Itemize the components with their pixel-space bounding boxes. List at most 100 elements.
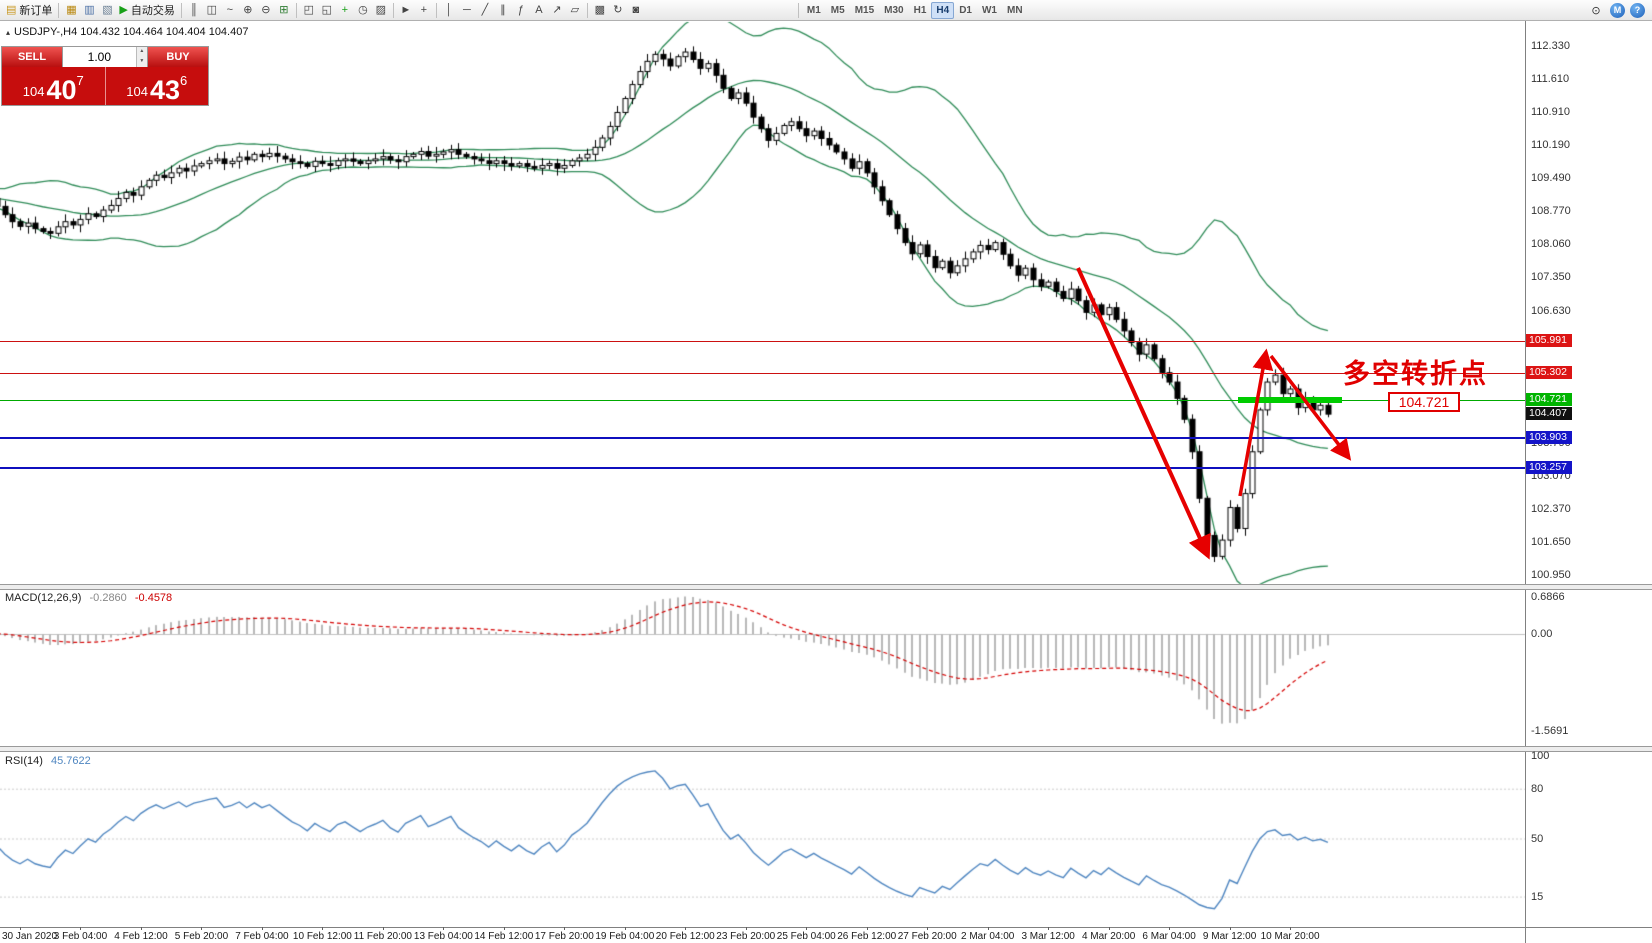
indicators-add-button[interactable]: + [336,1,354,19]
buy-price[interactable]: 104 43 6 [104,67,209,105]
price-axis[interactable] [1525,21,1652,943]
price-level-badge: 104.721 [1526,392,1572,406]
price-axis-tick: 109.490 [1531,172,1571,184]
horizontal-level-line[interactable] [0,399,1525,401]
period-selector-button[interactable]: ◷ [354,1,372,19]
price-level-badge: 105.991 [1526,333,1572,347]
time-axis-label: 19 Feb 04:00 [595,931,655,942]
help-icon[interactable]: ? [1630,2,1645,18]
volume-up-icon[interactable]: ▲ [136,47,147,57]
cursor-button[interactable]: ► [397,1,415,19]
snapshot-icon: ◙ [632,3,640,16]
sell-price-main: 104 [22,84,45,99]
time-axis[interactable]: 30 Jan 2020 3 Feb 04:00 4 Feb 12:00 5 Feb 2… [0,927,1652,943]
fibonacci-button[interactable]: ƒ [512,1,530,19]
horizontal-level-line[interactable] [0,436,1525,439]
timeframe-m30-button[interactable]: M30 [879,2,908,19]
community-icon[interactable]: M [1610,2,1625,18]
zoom-out-button[interactable]: ⊖ [257,1,275,19]
line-chart-button[interactable]: ~ [221,1,239,19]
refresh-button[interactable]: ↻ [609,1,627,19]
navigator-icon: ▧ [102,3,113,16]
macd-axis-tick: 0.6866 [1531,591,1565,603]
level-price-tag[interactable]: 104.721 [1388,392,1460,412]
tile-windows-button[interactable]: ⊞ [275,1,293,19]
candles-chart-button[interactable]: ◫ [203,1,221,19]
timeframe-m1-button[interactable]: M1 [802,2,826,19]
rsi-axis-tick: 80 [1531,783,1544,796]
shapes-tool-icon: ▱ [570,3,580,16]
autotrade-button[interactable]: ▶ 自动交易 [116,1,177,19]
vertical-line-button[interactable]: │ [440,1,458,19]
volume-input[interactable] [63,47,136,67]
time-axis-label: 5 Feb 20:00 [174,931,229,942]
timeframe-w1-button[interactable]: W1 [977,2,1002,19]
timeframe-m5-button[interactable]: M5 [826,2,850,19]
macd-label: MACD(12,26,9) -0.2860 -0.4578 [5,592,172,604]
rsi-value: 45.7622 [50,755,91,767]
macd-axis-tick: -1.5691 [1531,725,1569,738]
time-axis-tick [1048,927,1050,930]
timeframe-mn-button[interactable]: MN [1002,2,1028,19]
objects-list-button[interactable]: ▩ [591,1,609,19]
crosshair-button[interactable]: + [415,1,433,19]
arrows-tool-button[interactable]: ↗ [548,1,566,19]
text-tool-button[interactable]: A [530,1,548,19]
time-axis-label: 10 Feb 12:00 [292,931,352,942]
rsi-axis-tick: 100 [1531,750,1550,762]
toolbar-separator [58,2,60,18]
channel-button[interactable]: ∥ [494,1,512,19]
new-order-icon: ▤ [6,3,17,16]
sell-button[interactable]: SELL [2,47,62,67]
bars-chart-button[interactable]: ║ [185,1,203,19]
volume-down-icon[interactable]: ▼ [136,57,147,67]
time-axis-tick [624,927,626,930]
timeframe-h1-button[interactable]: H1 [909,2,932,19]
chart-profiles-icon: ◱ [321,3,333,16]
time-axis-label: 10 Mar 20:00 [1260,931,1320,942]
timeframe-h4-button[interactable]: H4 [931,1,955,19]
macd-name: MACD(12,26,9) [5,592,82,604]
time-axis-tick [927,927,929,930]
time-axis-tick [1169,927,1171,930]
sell-price[interactable]: 104 40 7 [2,67,105,105]
search-icon[interactable]: ⊙ [1591,4,1601,17]
time-axis-tick [1290,927,1292,930]
chart-profiles-button[interactable]: ◱ [318,1,336,19]
horizontal-line-icon: ─ [462,3,471,16]
market-watch-button[interactable]: ▦ [62,1,80,19]
support-highlight-bar[interactable] [1238,397,1342,403]
buy-button[interactable]: BUY [148,47,208,67]
bars-chart-icon: ║ [189,3,198,16]
new-chart-button[interactable]: ◰ [300,1,318,19]
trendline-button[interactable]: ╱ [476,1,494,19]
refresh-icon: ↻ [613,3,623,16]
pane-separator-macd[interactable] [0,584,1652,590]
price-axis-tick: 100.950 [1531,568,1571,581]
pane-separator-rsi[interactable] [0,746,1652,752]
buy-price-main: 104 [126,84,148,99]
new-order-button[interactable]: ▤ 新订单 [3,1,55,19]
shapes-tool-button[interactable]: ▱ [566,1,584,19]
navigator-button[interactable]: ▧ [98,1,116,19]
template-button[interactable]: ▨ [372,1,390,19]
rsi-label: RSI(14) 45.7622 [5,755,91,767]
horizontal-line-button[interactable]: ─ [458,1,476,19]
timeframe-d1-button[interactable]: D1 [954,2,977,19]
time-axis-tick [866,927,868,930]
horizontal-level-line[interactable] [0,372,1525,374]
turning-point-annotation[interactable]: 多空转折点 [1343,359,1488,389]
horizontal-level-line[interactable] [0,466,1525,469]
horizontal-level-line[interactable] [0,340,1525,342]
time-axis-tick [987,927,989,930]
sell-price-pips: 40 [46,75,77,106]
snapshot-button[interactable]: ◙ [627,1,645,19]
time-axis-tick [80,927,82,930]
price-axis-tick: 108.770 [1531,205,1571,218]
data-window-button[interactable]: ▥ [80,1,98,19]
time-axis-label: 11 Feb 20:00 [353,931,412,942]
zoom-in-button[interactable]: ⊕ [239,1,257,19]
autotrade-icon: ▶ [119,3,128,16]
timeframe-m15-button[interactable]: M15 [850,2,879,19]
